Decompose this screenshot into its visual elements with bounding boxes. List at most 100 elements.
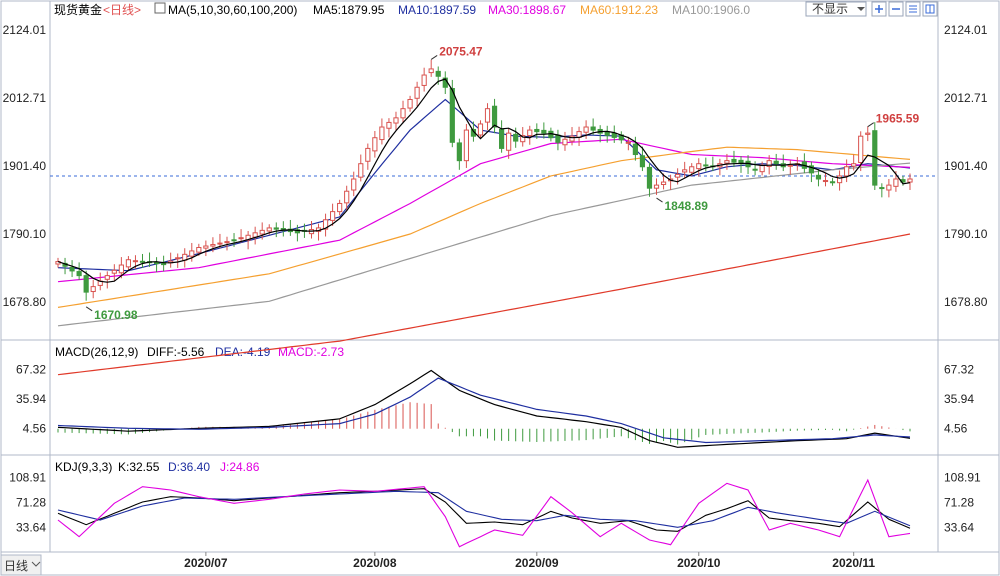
candle-body: [632, 143, 638, 156]
candle-body: [400, 108, 406, 119]
candle-body: [337, 202, 343, 213]
candle-body: [653, 184, 660, 189]
candle-body: [569, 135, 575, 142]
candle-body: [562, 138, 568, 146]
candle-body: [822, 180, 829, 183]
ma-legend: MA(5,10,30,60,100,200): [168, 3, 297, 17]
price-annotation: 1670.98: [94, 308, 138, 322]
candle-body: [886, 184, 892, 191]
hide-button[interactable]: [805, 1, 867, 17]
period-selector[interactable]: <日线>: [103, 3, 141, 17]
price-panel: 2075.47 1965.59 1848.89 1670.98: [50, 44, 938, 376]
candle-body: [266, 227, 272, 232]
candle-body: [865, 132, 871, 135]
candle-body: [506, 132, 512, 151]
kdj-j-line: [57, 478, 911, 548]
candle-body: [217, 242, 223, 245]
kdj-tick-left: 33.64: [16, 521, 46, 535]
candle-body: [210, 244, 216, 247]
macd-tick-right: 67.32: [944, 362, 974, 376]
ma30-value: MA30:1898.67: [488, 3, 566, 17]
candle-body: [907, 178, 913, 183]
macd-tick-left: 67.32: [16, 362, 46, 376]
candle-body: [322, 219, 329, 230]
macd-title: MACD(26,12,9): [55, 345, 138, 359]
price-tick-left: 1678.80: [3, 295, 47, 309]
kdj-tick-right: 33.64: [944, 521, 974, 535]
candle-body: [273, 227, 279, 230]
x-tick-label: 2020/07: [184, 556, 228, 570]
chevron-down-icon: [31, 561, 41, 567]
candle-body: [224, 241, 230, 244]
candle-body: [477, 123, 484, 136]
candle-body: [435, 70, 441, 77]
ma-line-ma5: [57, 78, 911, 283]
x-tick-label: 2020/10: [677, 556, 721, 570]
candle-body: [330, 211, 336, 221]
kdj-title: KDJ(9,3,3): [55, 460, 112, 474]
candle-body: [682, 169, 688, 173]
ma10-value: MA10:1897.59: [398, 3, 476, 17]
candle-body: [541, 129, 547, 134]
candle-body: [365, 147, 371, 162]
candle-body: [231, 239, 237, 242]
candle-body: [90, 286, 96, 293]
candle-body: [879, 187, 885, 190]
candle-body: [759, 164, 765, 173]
macd-panel: [57, 369, 911, 448]
ma100-value: MA100:1906.0: [672, 3, 750, 17]
candle-body: [829, 181, 836, 184]
candle-body: [118, 264, 124, 274]
expand-icon[interactable]: [871, 1, 887, 17]
candle-body: [203, 245, 209, 249]
candle-body: [893, 178, 899, 187]
candle-body: [428, 68, 434, 74]
candle-body: [646, 166, 653, 189]
grid-icon[interactable]: [905, 1, 921, 17]
candle-body: [351, 178, 357, 191]
candle-body: [513, 133, 519, 142]
toolbar: 不显示: [805, 1, 938, 17]
instrument-name: 现货黄金: [54, 2, 102, 17]
candle-body: [555, 134, 561, 143]
candle-body: [625, 141, 631, 144]
candle-body: [125, 259, 132, 268]
candle-body: [175, 257, 181, 260]
kdj-panel: [57, 478, 911, 548]
price-tick-left: 1901.40: [3, 159, 47, 173]
price-tick-right: 1901.40: [944, 159, 988, 173]
price-annotation: 1848.89: [665, 199, 709, 213]
macd-tick-left: 35.94: [16, 392, 46, 406]
price-tick-right: 2012.71: [944, 91, 988, 105]
candle-body: [189, 250, 195, 257]
ma-line-ma100: [57, 162, 911, 327]
annotation-pointer: [867, 122, 875, 128]
kdj-k: K:32.55: [118, 460, 160, 474]
price-tick-right: 2124.01: [944, 23, 988, 37]
macd-diff: DIFF:-5.56: [147, 345, 205, 359]
collapse-icon[interactable]: [888, 1, 904, 17]
candle-body: [724, 160, 730, 164]
ma-line-ma60: [57, 146, 911, 308]
layout-icon[interactable]: [922, 1, 938, 17]
ma-line-ma30: [57, 138, 911, 283]
candle-body: [752, 168, 758, 171]
candle-body: [491, 105, 498, 128]
candle-body: [294, 229, 301, 234]
candle-body: [808, 165, 815, 174]
candle-body: [660, 181, 667, 186]
macd-tick-left: 4.56: [23, 422, 47, 436]
kdj-d: D:36.40: [168, 460, 210, 474]
chevron-down-icon: [857, 7, 865, 11]
x-tick-label: 2020/11: [832, 556, 875, 570]
price-tick-left: 2124.01: [3, 23, 47, 37]
bottom-tab[interactable]: 日线: [0, 554, 42, 576]
candle-body: [372, 137, 378, 152]
candle-body: [534, 128, 540, 133]
candle-body: [583, 126, 589, 133]
candle-body: [590, 126, 596, 131]
candle-body: [639, 155, 646, 168]
candle-body: [259, 229, 265, 235]
settings-icon[interactable]: [154, 2, 166, 14]
